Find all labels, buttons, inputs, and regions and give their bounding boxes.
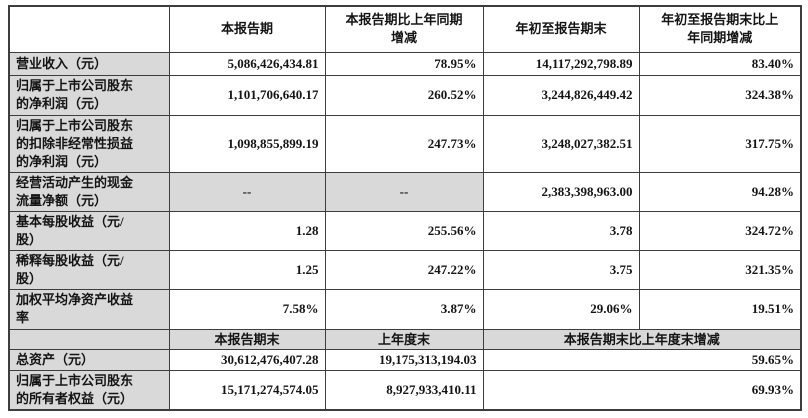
net-profit-yoy: 260.52% [324,74,484,116]
operating-cash-flow-ytd-yoy: 94.28% [638,171,802,212]
header-current-period: 本报告期 [168,5,326,53]
operating-cash-flow-current: -- [168,171,326,212]
row-operating-revenue: 营业收入（元） 5,086,426,434.81 78.95% 14,117,2… [8,51,802,76]
row-total-assets: 总资产（元） 30,612,476,407.28 19,175,313,194.… [8,348,802,371]
roe-ytd: 29.06% [482,288,640,330]
row-net-profit: 归属于上市公司股东 的净利润（元） 1,101,706,640.17 260.5… [8,74,802,116]
owners-equity-prior-year-end: 8,927,933,410.11 [324,369,484,411]
net-profit-excl-current: 1,098,855,899.19 [168,114,326,173]
row-label-weighted-average-roe: 加权平均净资产收益 率 [8,288,170,330]
row-label-basic-eps: 基本每股收益（元/ 股） [8,210,170,251]
row-label-operating-cash-flow: 经营活动产生的现金 流量净额（元） [8,171,170,212]
total-assets-period-end: 30,612,476,407.28 [168,348,326,371]
row-label-net-profit-excl-nonrecurring: 归属于上市公司股东 的扣除非经常性损益 的净利润（元） [8,114,170,173]
header2-blank [8,328,170,350]
row-label-total-assets: 总资产（元） [8,348,170,371]
operating-revenue-ytd: 14,117,292,798.89 [482,51,640,76]
header-prior-year-end: 上年度末 [324,328,484,350]
roe-yoy: 3.87% [324,288,484,330]
net-profit-ytd-yoy: 324.38% [638,74,802,116]
row-label-diluted-eps: 稀释每股收益（元/ 股） [8,249,170,290]
row-operating-cash-flow: 经营活动产生的现金 流量净额（元） -- -- 2,383,398,963.00… [8,171,802,212]
period-end-header-row: 本报告期末 上年度末 本报告期末比上年度末增减 [8,328,802,350]
net-profit-excl-yoy: 247.73% [324,114,484,173]
key-financials-table: 本报告期 本报告期比上年同期 增减 年初至报告期末 年初至报告期末比上 年同期增… [8,5,802,411]
basic-eps-current: 1.28 [168,210,326,251]
net-profit-excl-ytd-yoy: 317.75% [638,114,802,173]
net-profit-ytd: 3,244,826,449.42 [482,74,640,116]
total-assets-change: 59.65% [482,348,802,371]
header-year-to-date: 年初至报告期末 [482,5,640,53]
row-net-profit-excl-nonrecurring: 归属于上市公司股东 的扣除非经常性损益 的净利润（元） 1,098,855,89… [8,114,802,173]
basic-eps-ytd-yoy: 324.72% [638,210,802,251]
net-profit-excl-ytd: 3,248,027,382.51 [482,114,640,173]
row-basic-eps: 基本每股收益（元/ 股） 1.28 255.56% 3.78 324.72% [8,210,802,251]
period-header-row: 本报告期 本报告期比上年同期 增减 年初至报告期末 年初至报告期末比上 年同期增… [8,5,802,53]
total-assets-prior-year-end: 19,175,313,194.03 [324,348,484,371]
header-current-period-yoy-change: 本报告期比上年同期 增减 [324,5,484,53]
diluted-eps-ytd-yoy: 321.35% [638,249,802,290]
row-label-operating-revenue: 营业收入（元） [8,51,170,76]
row-label-net-profit: 归属于上市公司股东 的净利润（元） [8,74,170,116]
row-label-owners-equity: 归属于上市公司股东 的所有者权益（元） [8,369,170,411]
operating-cash-flow-yoy: -- [324,171,484,212]
row-owners-equity: 归属于上市公司股东 的所有者权益（元） 15,171,274,574.05 8,… [8,369,802,411]
basic-eps-yoy: 255.56% [324,210,484,251]
roe-ytd-yoy: 19.51% [638,288,802,330]
owners-equity-change: 69.93% [482,369,802,411]
header-blank [8,5,170,53]
header-year-to-date-yoy-change: 年初至报告期末比上 年同期增减 [638,5,802,53]
roe-current: 7.58% [168,288,326,330]
header-current-period-end: 本报告期末 [168,328,326,350]
operating-revenue-yoy: 78.95% [324,51,484,76]
row-diluted-eps: 稀释每股收益（元/ 股） 1.25 247.22% 3.75 321.35% [8,249,802,290]
row-weighted-average-roe: 加权平均净资产收益 率 7.58% 3.87% 29.06% 19.51% [8,288,802,330]
diluted-eps-ytd: 3.75 [482,249,640,290]
net-profit-current: 1,101,706,640.17 [168,74,326,116]
header-period-end-change: 本报告期末比上年度末增减 [482,328,802,350]
diluted-eps-current: 1.25 [168,249,326,290]
operating-cash-flow-ytd: 2,383,398,963.00 [482,171,640,212]
diluted-eps-yoy: 247.22% [324,249,484,290]
operating-revenue-ytd-yoy: 83.40% [638,51,802,76]
basic-eps-ytd: 3.78 [482,210,640,251]
owners-equity-period-end: 15,171,274,574.05 [168,369,326,411]
operating-revenue-current: 5,086,426,434.81 [168,51,326,76]
